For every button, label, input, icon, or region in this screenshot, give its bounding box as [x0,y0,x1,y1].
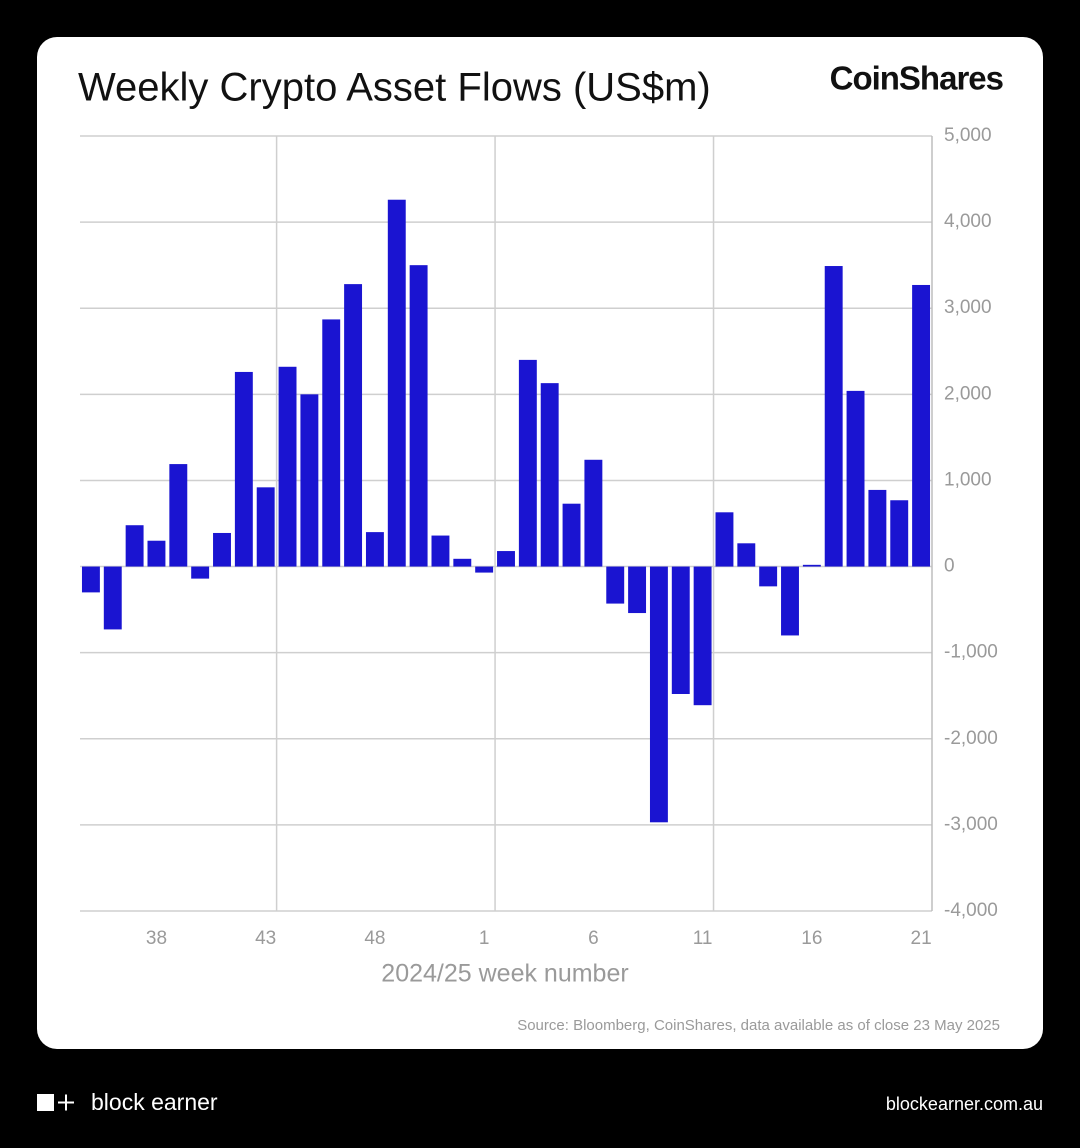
bar [912,284,931,567]
x-tick-label: 6 [588,928,599,949]
footer-brand: block earner [91,1089,218,1115]
y-tick-label: -1,000 [944,642,998,663]
bar [431,535,450,567]
bar [584,459,603,567]
bar [300,394,319,567]
x-tick-label: 43 [255,928,276,949]
bar [278,366,297,567]
bar [824,266,843,567]
brand-logo: CoinShares [830,60,1003,97]
y-tick-label: -2,000 [944,728,998,749]
bar [802,564,821,567]
chart-title: Weekly Crypto Asset Flows (US$m) [78,66,711,110]
x-tick-label: 21 [911,928,932,949]
footer-url: blockearner.com.au [886,1094,1043,1114]
bar [868,489,887,567]
y-tick-label: 5,000 [944,125,992,146]
bar [256,487,275,567]
y-tick-label: -4,000 [944,900,998,921]
bar [409,265,428,567]
bar [562,503,581,567]
footer-logo-plus [58,1094,74,1111]
bar [693,566,712,706]
x-axis-title: 2024/25 week number [381,960,628,988]
footer-logo-square [37,1094,54,1111]
bar [344,284,363,567]
x-tick-label: 38 [146,928,167,949]
bar [365,532,384,567]
bar [169,464,188,567]
y-tick-label: 4,000 [944,211,992,232]
bar [628,566,647,614]
x-tick-label: 48 [364,928,385,949]
plot-area: -4,000 -3,000 -2,000 -1,000 0 1,000 2,000 3,000… [80,125,998,949]
bar [540,383,559,567]
bar [737,543,756,567]
x-tick-label: 16 [801,928,822,949]
y-tick-label: 2,000 [944,383,992,404]
bar [322,319,341,567]
bar [649,566,668,823]
bar [103,566,122,630]
y-tick-label: 0 [944,556,955,577]
x-tick-label: 11 [693,928,713,949]
bar [759,566,778,587]
bar [781,566,799,636]
bar [890,500,909,567]
bar [671,566,690,694]
y-tick-label: -3,000 [944,814,998,835]
bar [715,512,734,567]
source-note: Source: Bloomberg, CoinShares, data avai… [517,1017,1000,1034]
bar [475,566,494,573]
card [37,37,1043,1049]
bar [191,566,210,579]
bar [518,359,537,567]
bar [234,371,253,567]
bar [213,532,231,567]
bar [387,199,406,567]
bar [81,566,100,593]
x-tick-label: 1 [479,928,490,949]
bar [453,558,472,567]
y-tick-label: 3,000 [944,297,992,318]
y-tick-label: 1,000 [944,469,992,490]
bar [497,551,515,567]
bar [125,525,144,567]
bar [846,390,865,567]
bar [606,566,625,604]
bar [147,540,166,567]
